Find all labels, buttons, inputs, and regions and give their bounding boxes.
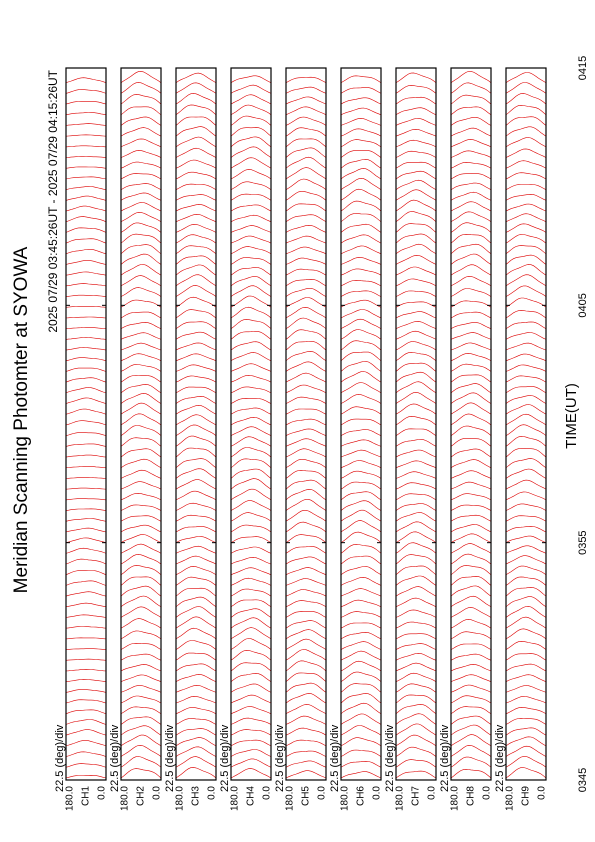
panel-top-label: 180.0 [450,786,461,811]
x-axis-label: TIME(UT) [563,383,580,449]
scan-traces [505,72,547,779]
panel-bottom-label: 0.0 [152,786,163,800]
scan-traces [395,72,437,779]
panel-scale: 22.5 (deg)/div [109,724,121,792]
panel-scale: 22.5 (deg)/div [274,724,286,792]
panel-bottom-label: 0.0 [427,786,438,800]
panel-frame [120,67,162,781]
panel-scale: 22.5 (deg)/div [54,724,66,792]
panel-scale: 22.5 (deg)/div [494,724,506,792]
panel-top-label: 180.0 [175,786,186,811]
panel-channel: CH2 [136,786,147,806]
panel-channel: CH1 [81,786,92,806]
panel-bottom-label: 0.0 [262,786,273,800]
panel-top-label: 180.0 [285,786,296,811]
scan-traces [175,72,217,779]
scan-traces [230,75,272,779]
panel-scale: 22.5 (deg)/div [164,724,176,792]
panel-top-label: 180.0 [395,786,406,811]
subtitle: 2025 07/29 03:45:26UT - 2025 07/29 04:15… [46,69,60,332]
panel-top-label: 180.0 [120,786,131,811]
scan-traces [120,70,162,779]
rotated-plot: Meridian Scanning Photomter at SYOWA 202… [11,56,589,811]
panel-top-label: 180.0 [65,786,76,811]
panel-frame [450,67,492,781]
scan-traces [65,77,107,779]
panel-channel: CH9 [521,786,532,806]
panel-scale: 22.5 (deg)/div [329,724,341,792]
panel-bottom-label: 0.0 [372,786,383,800]
panel-frame [340,67,382,781]
panel-channel: CH8 [466,786,477,806]
panel-bottom-label: 0.0 [482,786,493,800]
panel-bottom-label: 0.0 [537,786,548,800]
scan-traces [340,75,382,779]
panel-frame [65,67,107,781]
x-tick-label: 0355 [577,530,589,554]
panel-bottom-label: 0.0 [317,786,328,800]
x-tick-label: 0345 [577,768,589,792]
panel-frame [285,67,327,781]
panel-scale: 22.5 (deg)/div [384,724,396,792]
panel-frame [395,67,437,781]
panel-frame [175,67,217,781]
panel-top-label: 180.0 [230,786,241,811]
panel-scale: 22.5 (deg)/div [439,724,451,792]
scan-traces [450,71,492,779]
panel-bottom-label: 0.0 [97,786,108,800]
scan-traces [285,76,327,779]
panel-top-label: 180.0 [505,786,516,811]
panel-top-label: 180.0 [340,786,351,811]
panel-channel: CH5 [301,786,312,806]
panel-channel: CH7 [411,786,422,806]
panel-scale: 22.5 (deg)/div [219,724,231,792]
title: Meridian Scanning Photomter at SYOWA [11,246,32,593]
panel-frame [505,67,547,781]
panel-frame [230,67,272,781]
panel-bottom-label: 0.0 [207,786,218,800]
x-tick-label: 0405 [577,293,589,317]
panel-channel: CH4 [246,786,257,806]
panel-channel: CH3 [191,786,202,806]
x-tick-label: 0415 [577,56,589,80]
panel-channel: CH6 [356,786,367,806]
